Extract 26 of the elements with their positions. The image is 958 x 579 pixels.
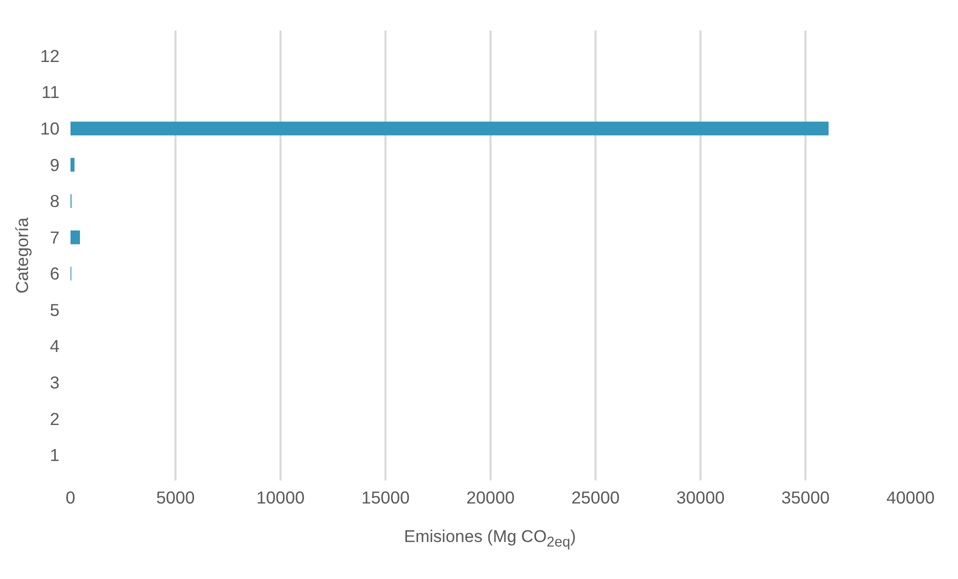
bar — [70, 230, 80, 244]
y-tick-label: 12 — [40, 46, 60, 66]
x-axis-title: Emisiones (Mg CO$_{2eq}$) — [403, 526, 577, 552]
x-tick-label: 25000 — [571, 488, 620, 508]
y-tick-label: 10 — [40, 118, 60, 138]
x-tick-label: 0 — [66, 488, 76, 508]
y-tick-label: 8 — [50, 191, 60, 212]
y-tick-label: 1 — [50, 445, 60, 466]
y-tick-label: 5 — [50, 300, 60, 320]
x-tick-label: 35000 — [781, 488, 830, 508]
y-tick-label: 9 — [50, 154, 60, 175]
y-tick-label: 6 — [50, 264, 60, 284]
y-tick-label: 7 — [50, 227, 60, 248]
x-tick-label: 40000 — [886, 488, 935, 508]
x-tick-label: 15000 — [361, 488, 410, 508]
x-tick-label: 20000 — [466, 488, 515, 508]
y-tick-label: 3 — [50, 372, 60, 393]
bar — [70, 158, 74, 172]
x-tick-label: 10000 — [256, 488, 305, 508]
y-tick-label: 4 — [50, 336, 60, 356]
y-tick-label: 11 — [42, 82, 60, 102]
bar — [70, 122, 829, 136]
x-tick-label: 5000 — [156, 488, 195, 508]
y-axis-title: Categoría — [12, 217, 32, 294]
y-tick-label: 2 — [50, 408, 60, 429]
x-tick-label: 30000 — [676, 488, 725, 508]
